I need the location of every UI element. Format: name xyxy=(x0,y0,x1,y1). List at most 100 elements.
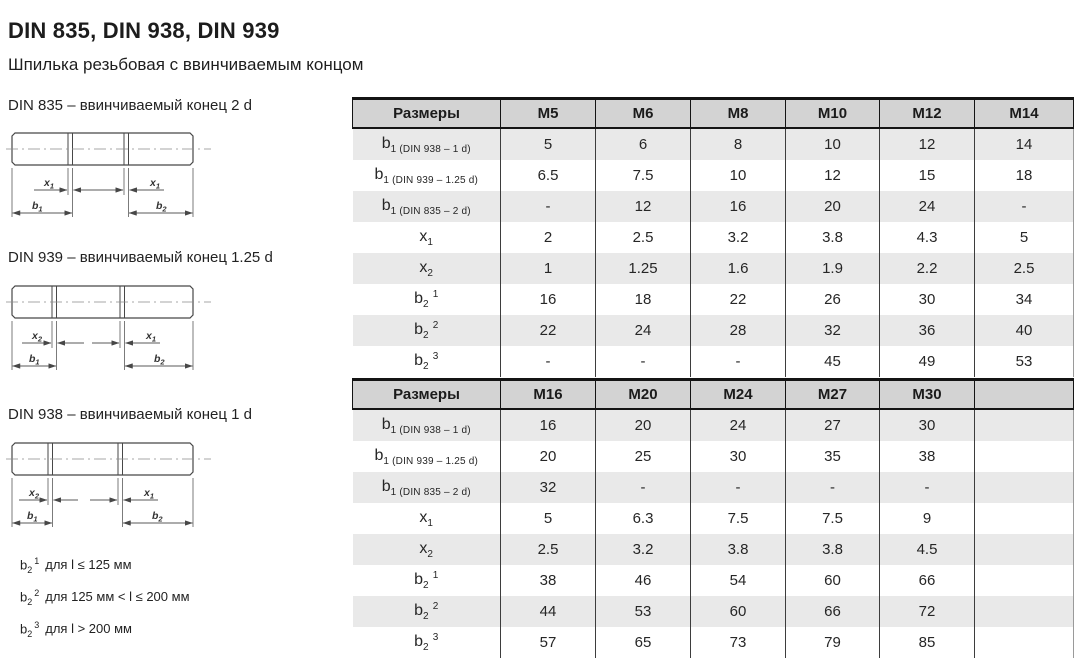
row-label: b23 xyxy=(352,346,501,377)
col-header-m5: M5 xyxy=(500,97,596,129)
row-label: b21 xyxy=(352,284,501,315)
table-cell: 3.2 xyxy=(595,534,691,565)
row-label-superscript: 3 xyxy=(432,351,439,362)
table-cell: 45 xyxy=(785,346,880,377)
col-header-m12: M12 xyxy=(879,97,975,129)
table-cell: 3.8 xyxy=(785,534,880,565)
col-header-m27: M27 xyxy=(785,378,880,410)
col-header-m30: M30 xyxy=(879,378,975,410)
table-cell: - xyxy=(785,472,880,503)
table-cell: 49 xyxy=(879,346,975,377)
table-cell: 2 xyxy=(500,222,596,253)
table-row: b1 (DIN 939 – 1.25 d) 6.5 7.5 10 12 15 18 xyxy=(352,160,1074,191)
table-cell: 20 xyxy=(500,441,596,472)
row-label-base: b xyxy=(381,415,391,433)
table-cell xyxy=(974,596,1074,627)
table-cell: 7.5 xyxy=(785,503,880,534)
row-label-base: b xyxy=(374,446,384,464)
row-label-base: b xyxy=(381,134,391,152)
row-label-subscript: 1 (DIN 939 – 1.25 d) xyxy=(383,455,478,467)
table-cell: 15 xyxy=(879,160,975,191)
row-label-base: b xyxy=(414,602,424,619)
table-cell: 20 xyxy=(595,409,691,441)
table-cell: 18 xyxy=(595,284,691,315)
table-cell: 25 xyxy=(595,441,691,472)
table-cell: - xyxy=(595,346,691,377)
page-title: DIN 835, DIN 938, DIN 939 xyxy=(8,17,280,43)
table-cell: 22 xyxy=(500,315,596,346)
row-label-subscript: 1 xyxy=(427,236,434,248)
footnote-b2-1: b21 для l ≤ 125 мм xyxy=(20,556,132,575)
row-label-subscript: 1 (DIN 939 – 1.25 d) xyxy=(383,174,478,186)
table-row: b22 22 24 28 32 36 40 xyxy=(352,315,1074,346)
row-label-superscript: 1 xyxy=(432,570,439,581)
table-row: x1 2 2.5 3.2 3.8 4.3 5 xyxy=(352,222,1074,253)
table-cell: 14 xyxy=(974,128,1074,160)
dim-label-b-left: b1 xyxy=(29,353,40,367)
table-cell: 32 xyxy=(785,315,880,346)
table-cell: 4.3 xyxy=(879,222,975,253)
row-label-subscript: 1 (DIN 835 – 2 d) xyxy=(390,486,471,498)
table-cell: 20 xyxy=(785,191,880,222)
dim-label-x-right: x1 xyxy=(145,330,156,344)
table-row: b22 44 53 60 66 72 xyxy=(352,596,1074,627)
col-header-m14: M14 xyxy=(974,97,1074,129)
row-label-subscript: 1 (DIN 835 – 2 d) xyxy=(390,205,471,217)
table-cell xyxy=(974,409,1074,441)
table-cell: - xyxy=(500,191,596,222)
extension-lines xyxy=(11,478,194,527)
table-row: x2 1 1.25 1.6 1.9 2.2 2.5 xyxy=(352,253,1074,284)
table-cell: 18 xyxy=(974,160,1074,191)
dim-label-b-right: b2 xyxy=(156,200,167,214)
row-label: b1 (DIN 835 – 2 d) xyxy=(352,191,501,222)
row-label-superscript: 3 xyxy=(432,632,439,643)
stud-drawing-din939: x2 x1 b1 b2 xyxy=(6,285,211,370)
table-row: b1 (DIN 938 – 1 d) 16 20 24 27 30 xyxy=(352,409,1074,441)
drawing-caption-din938: DIN 938 – ввинчиваемый конец 1 d xyxy=(8,406,252,423)
col-header-sizes: Размеры xyxy=(352,97,501,129)
table-cell: 7.5 xyxy=(690,503,786,534)
table-cell: - xyxy=(595,472,691,503)
table-cell: 5 xyxy=(974,222,1074,253)
col-header-m8: M8 xyxy=(690,97,786,129)
table-cell: - xyxy=(879,472,975,503)
table-cell: 1 xyxy=(500,253,596,284)
table-cell xyxy=(974,472,1074,503)
table-cell: 24 xyxy=(595,315,691,346)
table-cell: 12 xyxy=(785,160,880,191)
table-cell: - xyxy=(500,346,596,377)
table-cell: 24 xyxy=(879,191,975,222)
extension-lines xyxy=(11,168,194,217)
table-cell: 6 xyxy=(595,128,691,160)
table-header-row: Размеры M5 M6 M8 M10 M12 M14 xyxy=(352,97,1074,129)
table-row: b23- - -45 49 53 xyxy=(352,346,1074,377)
row-label-subscript: 2 xyxy=(423,299,429,310)
dim-label-b-right: b2 xyxy=(152,510,163,524)
row-label-subscript: 1 (DIN 938 – 1 d) xyxy=(390,143,471,155)
row-label-subscript: 2 xyxy=(427,267,434,279)
table-cell: 66 xyxy=(879,565,975,596)
row-label-subscript: 2 xyxy=(427,548,434,560)
table-cell: 38 xyxy=(879,441,975,472)
row-label-subscript: 2 xyxy=(423,330,429,341)
row-label: x1 xyxy=(352,503,501,534)
col-header-m16: M16 xyxy=(500,378,596,410)
row-label-base: b xyxy=(414,352,424,369)
row-label-superscript: 1 xyxy=(432,289,439,300)
table-cell: 5 xyxy=(500,503,596,534)
table-cell: 44 xyxy=(500,596,596,627)
row-label-subscript: 1 xyxy=(427,517,434,529)
page-subtitle: Шпилька резьбовая с ввинчиваемым концом xyxy=(8,55,364,74)
table-cell: 72 xyxy=(879,596,975,627)
table-cell: 1.9 xyxy=(785,253,880,284)
row-label-base: b xyxy=(381,477,391,495)
table-cell: 28 xyxy=(690,315,786,346)
table-cell: 16 xyxy=(500,284,596,315)
col-header-m10: M10 xyxy=(785,97,880,129)
footnote-b2-2: b22 для 125 мм < l ≤ 200 мм xyxy=(20,588,190,607)
table-cell: 6.3 xyxy=(595,503,691,534)
table-cell: 12 xyxy=(879,128,975,160)
col-header-m20: M20 xyxy=(595,378,691,410)
row-label-base: b xyxy=(414,321,424,338)
table-cell: 2.5 xyxy=(974,253,1074,284)
